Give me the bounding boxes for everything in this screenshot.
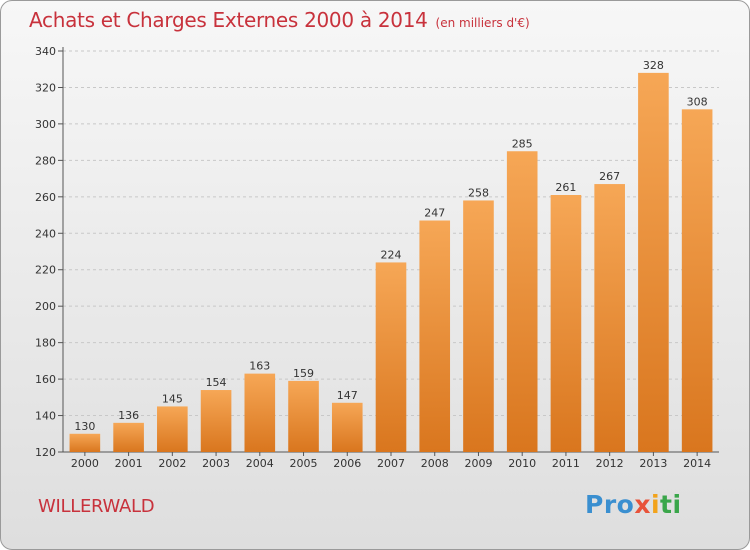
y-tick-label: 260	[35, 191, 56, 204]
x-tick-label: 2013	[639, 457, 667, 470]
x-tick-label: 2006	[333, 457, 361, 470]
bar	[331, 402, 363, 452]
bar	[69, 433, 101, 452]
data-label: 163	[249, 360, 270, 373]
bar	[594, 184, 625, 453]
x-tick-label: 2002	[158, 457, 186, 470]
logo-part-1: Pro	[585, 490, 635, 519]
y-tick-label: 160	[35, 373, 56, 386]
data-labels: 130 136 145 154 163 159 147 224 247 258 285 261 267 3…	[74, 59, 707, 433]
bar	[419, 220, 451, 452]
bar	[506, 151, 538, 452]
x-tick-label: 2008	[421, 457, 449, 470]
y-tick-label: 140	[35, 410, 56, 423]
y-tick-label: 220	[35, 264, 56, 277]
x-tick-label: 2009	[464, 457, 492, 470]
data-label: 258	[468, 186, 489, 199]
data-label: 267	[599, 170, 620, 183]
x-tick-label: 2007	[377, 457, 405, 470]
x-tick-label: 2005	[290, 457, 318, 470]
data-label: 224	[381, 248, 402, 261]
data-label: 145	[162, 392, 183, 405]
chart-unit: (en milliers d'€)	[435, 16, 530, 30]
commune-name: WILLERWALD	[38, 496, 155, 517]
data-label: 308	[687, 95, 708, 108]
proxiti-logo[interactable]: Proxiti	[585, 490, 682, 519]
y-tick-label: 280	[35, 154, 56, 167]
y-tick-label: 200	[35, 300, 56, 313]
y-tick-label: 180	[35, 337, 56, 350]
bar	[681, 109, 713, 452]
data-label: 154	[206, 376, 227, 389]
data-label: 285	[512, 137, 533, 150]
bar	[157, 406, 188, 452]
bar	[463, 200, 494, 452]
bar	[375, 262, 407, 452]
y-tick-label: 300	[35, 118, 56, 131]
x-tick-label: 2001	[115, 457, 143, 470]
x-tick-label: 2010	[508, 457, 536, 470]
y-tick-label: 240	[35, 227, 56, 240]
bar	[244, 373, 276, 452]
bars	[69, 72, 713, 453]
x-tick-label: 2014	[683, 457, 711, 470]
chart-title-text: Achats et Charges Externes 2000 à 2014	[29, 8, 428, 32]
y-tick-label: 320	[35, 81, 56, 94]
x-tick-label: 2000	[71, 457, 99, 470]
bar	[200, 390, 232, 452]
x-tick-label: 2011	[552, 457, 580, 470]
bar	[638, 72, 669, 452]
data-label: 247	[424, 207, 445, 220]
logo-part-4: ti	[660, 490, 682, 519]
x-tick-label: 2003	[202, 457, 230, 470]
logo-part-2: x	[634, 490, 651, 519]
bar	[288, 380, 319, 452]
x-tick-label: 2012	[596, 457, 624, 470]
data-label: 130	[74, 420, 95, 433]
chart-title: Achats et Charges Externes 2000 à 2014 (e…	[29, 8, 530, 32]
x-tick-label: 2004	[246, 457, 274, 470]
logo-part-3: i	[650, 490, 661, 519]
y-tick-label: 340	[35, 45, 56, 58]
axes: 120 140 160 180 200 220 240 260 280 300 320 340 2000…	[35, 45, 719, 470]
bar	[113, 422, 144, 452]
bar	[550, 194, 582, 452]
data-label: 147	[337, 389, 358, 402]
y-tick-label: 120	[35, 446, 56, 459]
data-label: 328	[643, 59, 664, 72]
data-label: 136	[118, 409, 139, 422]
data-label: 261	[555, 181, 576, 194]
data-label: 159	[293, 367, 314, 380]
